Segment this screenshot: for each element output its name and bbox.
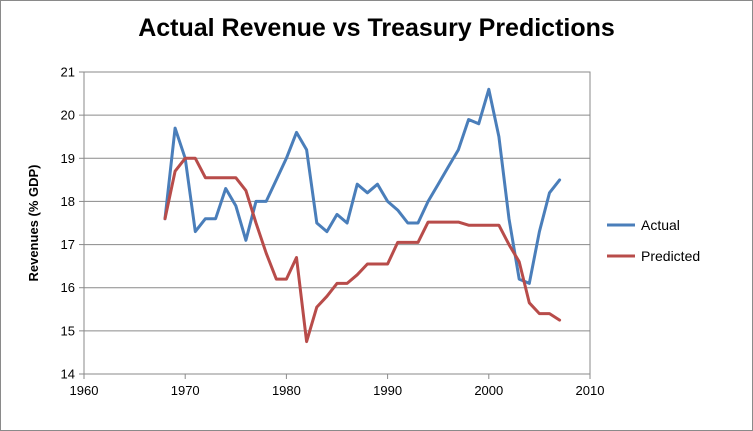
y-tick-label: 21 <box>61 65 75 80</box>
legend-label: Actual <box>641 217 680 233</box>
series-line-actual <box>163 87 562 285</box>
x-tick-labels: 1960 1970 1980 1990 2000 2010 <box>70 374 605 398</box>
plot-area-border <box>83 71 591 375</box>
y-axis-title: Revenues (% GDP) <box>26 164 41 281</box>
y-tick-label: 14 <box>61 367 75 382</box>
y-tick-label: 16 <box>61 280 75 295</box>
y-tick-label: 18 <box>61 194 75 209</box>
series-line-predicted <box>163 156 562 344</box>
chart-title: Actual Revenue vs Treasury Predictions <box>138 14 615 42</box>
x-tick-label: 1960 <box>70 383 99 398</box>
x-tick-label: 2010 <box>576 383 605 398</box>
y-tick-label: 17 <box>61 237 75 252</box>
y-tick-labels: 14 15 16 17 18 19 20 21 <box>61 65 84 382</box>
x-tick-label: 1980 <box>272 383 301 398</box>
legend: Actual Predicted <box>607 217 700 264</box>
x-tick-label: 1970 <box>171 383 200 398</box>
gridlines <box>84 71 590 375</box>
y-tick-label: 19 <box>61 151 75 166</box>
legend-label: Predicted <box>641 248 700 264</box>
x-tick-label: 1990 <box>373 383 402 398</box>
y-tick-label: 15 <box>61 323 75 338</box>
y-tick-label: 20 <box>61 108 75 123</box>
series-lines <box>163 87 562 344</box>
x-tick-label: 2000 <box>474 383 503 398</box>
